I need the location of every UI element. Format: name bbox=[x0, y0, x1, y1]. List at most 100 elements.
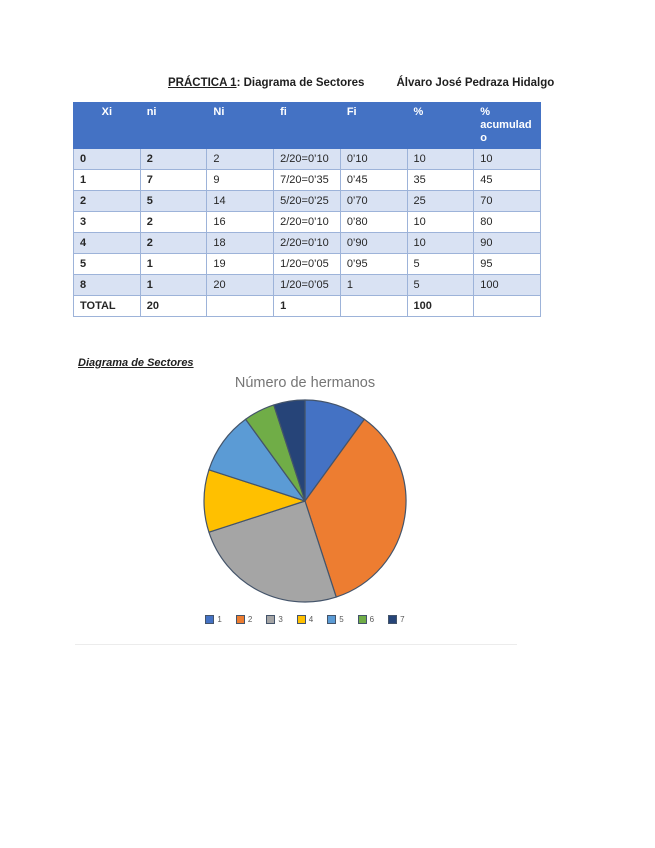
legend-swatch-icon bbox=[327, 615, 337, 624]
table-cell: 2 bbox=[73, 190, 141, 212]
section-label: Diagrama de Sectores bbox=[78, 357, 194, 369]
table-cell: 1/20=0’05 bbox=[273, 274, 341, 296]
table-cell: 0’95 bbox=[339, 253, 408, 275]
column-header-Xi: Xi bbox=[73, 102, 141, 149]
legend-swatch-icon bbox=[388, 615, 398, 624]
table-cell: 90 bbox=[473, 232, 541, 254]
table-row-1: 1 7 9 7/20=0’35 0’45 35 45 bbox=[73, 169, 541, 191]
legend-label: 4 bbox=[308, 615, 314, 624]
table-cell: 10 bbox=[406, 211, 475, 233]
table-cell: 100 bbox=[473, 274, 541, 296]
pie-svg bbox=[203, 399, 407, 603]
legend-swatch-icon bbox=[296, 615, 306, 624]
table-cell: 1 bbox=[339, 274, 408, 296]
pie-slice-2 bbox=[304, 418, 407, 598]
table-cell: 1 bbox=[139, 253, 208, 275]
legend-swatch-icon bbox=[205, 615, 215, 624]
table-cell: 0’10 bbox=[339, 148, 408, 170]
table-cell: 25 bbox=[406, 190, 475, 212]
table-row-5: 5 1 19 1/20=0’05 0’95 5 95 bbox=[73, 253, 541, 275]
legend-item-3: 3 bbox=[266, 615, 283, 624]
column-header-Fi: Fi bbox=[339, 102, 408, 149]
legend-item-5: 5 bbox=[327, 615, 344, 624]
table-cell: 2 bbox=[206, 148, 275, 170]
legend-item-1: 1 bbox=[205, 615, 222, 624]
column-header-fi: fi bbox=[273, 102, 341, 149]
document-title: PRÁCTICA 1: Diagrama de Sectores Álvaro J… bbox=[168, 76, 554, 90]
table-row-8: 8 1 20 1/20=0’05 1 5 100 bbox=[73, 274, 541, 296]
table-row-TOTAL: TOTAL 20 1 100 bbox=[73, 295, 541, 317]
table-cell: 19 bbox=[206, 253, 275, 275]
legend-item-6: 6 bbox=[357, 615, 375, 624]
legend-item-2: 2 bbox=[235, 615, 253, 624]
table-cell: 0’45 bbox=[339, 169, 408, 191]
table-cell: 70 bbox=[473, 190, 541, 212]
column-header-% acumulado: % acumulado bbox=[473, 102, 541, 149]
frequency-table: Xi ni Ni fi Fi%% acumulado 0 2 2 2/20=0’10 0’10 1… bbox=[73, 102, 541, 317]
table-cell: 9 bbox=[206, 169, 275, 191]
table-cell: 1 bbox=[73, 169, 141, 191]
table-cell bbox=[339, 295, 408, 317]
column-header-Ni: Ni bbox=[206, 102, 275, 149]
table-cell: 100 bbox=[406, 295, 475, 317]
table-cell: 5 bbox=[406, 274, 475, 296]
practice-label: PRÁCTICA 1 bbox=[168, 77, 237, 89]
legend-swatch-icon bbox=[235, 615, 245, 624]
table-cell: 0’70 bbox=[339, 190, 408, 212]
table-cell: 95 bbox=[473, 253, 541, 275]
table-cell: 20 bbox=[139, 295, 208, 317]
author-name: Álvaro José Pedraza Hidalgo bbox=[396, 77, 555, 89]
column-header-ni: ni bbox=[139, 102, 208, 149]
table-cell: 35 bbox=[406, 169, 475, 191]
table-cell: 80 bbox=[473, 211, 541, 233]
table-cell: 45 bbox=[473, 169, 541, 191]
table-cell: 0’90 bbox=[339, 232, 408, 254]
table-cell: 10 bbox=[406, 148, 475, 170]
chart-legend: 1 2 3 4 5 6 7 bbox=[80, 615, 530, 624]
table-cell: 2 bbox=[139, 211, 208, 233]
table-cell: 10 bbox=[406, 232, 475, 254]
table-row-2: 2 5 14 5/20=0’25 0’70 25 70 bbox=[73, 190, 541, 212]
table-body: 0 2 2 2/20=0’10 0’10 10 10 1 7 9 7/20=0’35 0’45 35 45… bbox=[73, 148, 541, 317]
table-cell: 7/20=0’35 bbox=[273, 169, 341, 191]
table-cell: 5 bbox=[139, 190, 208, 212]
table-cell: 8 bbox=[73, 274, 141, 296]
legend-swatch-icon bbox=[266, 615, 276, 624]
legend-item-7: 7 bbox=[388, 615, 405, 624]
table-cell: 4 bbox=[73, 232, 141, 254]
table-cell: 20 bbox=[206, 274, 275, 296]
table-cell: 2/20=0’10 bbox=[273, 232, 341, 254]
legend-label: 6 bbox=[369, 615, 375, 624]
legend-swatch-icon bbox=[357, 615, 367, 624]
legend-label: 2 bbox=[247, 615, 253, 624]
legend-label: 5 bbox=[339, 615, 344, 624]
table-cell bbox=[206, 295, 275, 317]
pie-area bbox=[80, 396, 530, 606]
pie-slice-7 bbox=[273, 399, 306, 502]
table-cell: 2 bbox=[139, 232, 208, 254]
table-header-row: Xi ni Ni fi Fi%% acumulado bbox=[73, 102, 541, 149]
horizontal-rule bbox=[75, 644, 517, 645]
table-cell: 18 bbox=[206, 232, 275, 254]
chart-title: Número de hermanos bbox=[234, 375, 376, 391]
table-cell: 5 bbox=[406, 253, 475, 275]
table-cell: 1 bbox=[273, 295, 341, 317]
table-cell: 1/20=0’05 bbox=[273, 253, 341, 275]
legend-label: 1 bbox=[217, 615, 222, 624]
pie-slice-3 bbox=[208, 500, 337, 603]
table-cell: 1 bbox=[139, 274, 208, 296]
table-cell: 2 bbox=[139, 148, 208, 170]
table-cell: 5/20=0’25 bbox=[273, 190, 341, 212]
title-text: : Diagrama de Sectores bbox=[236, 77, 365, 89]
table-cell: 14 bbox=[206, 190, 275, 212]
table-cell: 2/20=0’10 bbox=[273, 148, 341, 170]
legend-label: 7 bbox=[400, 615, 405, 624]
table-cell: 10 bbox=[473, 148, 541, 170]
table-header: Xi ni Ni fi Fi%% acumulado bbox=[73, 102, 541, 149]
table-cell: 5 bbox=[73, 253, 141, 275]
table-cell: 2/20=0’10 bbox=[273, 211, 341, 233]
table-cell: 0 bbox=[73, 148, 141, 170]
table-cell: 7 bbox=[139, 169, 208, 191]
table-cell: 3 bbox=[73, 211, 141, 233]
